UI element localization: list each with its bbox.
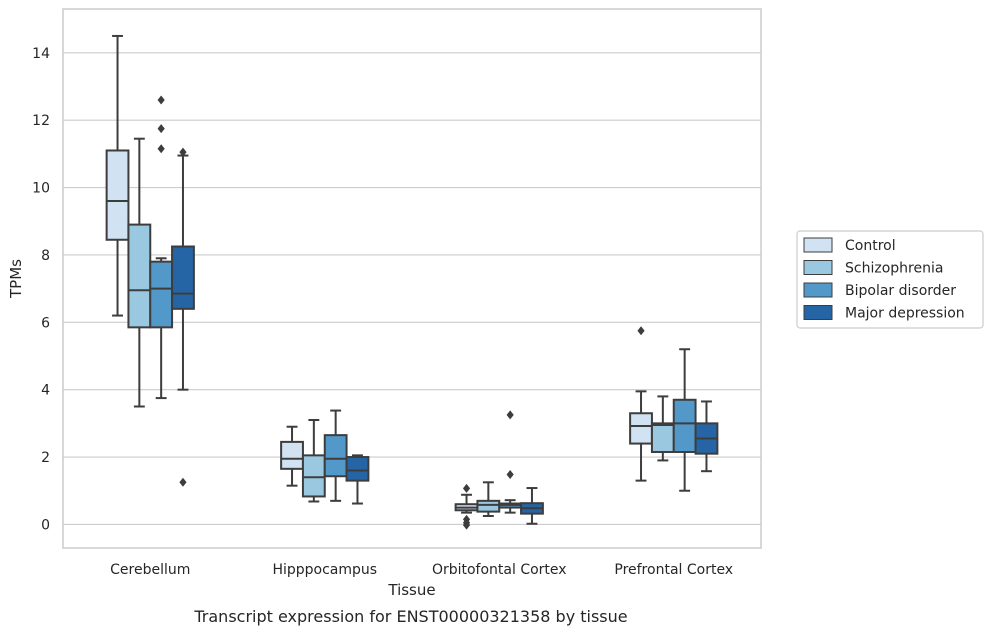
- x-tick-label-1: Hipppocampus: [272, 562, 377, 578]
- box-1-2: [323, 409, 348, 502]
- outlier-3: [462, 520, 471, 530]
- box-2-2: [498, 410, 523, 514]
- y-tick-label-6: 6: [41, 315, 50, 331]
- legend-item-1[interactable]: Schizophrenia: [803, 260, 943, 277]
- legend-swatch: [803, 282, 833, 298]
- box-1-1: [301, 418, 326, 503]
- legend-swatch: [803, 237, 833, 253]
- box-3-0: [629, 326, 653, 482]
- outlier-0: [462, 483, 471, 493]
- y-tick-label-8: 8: [41, 248, 50, 264]
- box-0-3: [171, 147, 195, 487]
- box-3-3: [694, 400, 719, 473]
- box-body: [105, 149, 130, 241]
- legend-swatch: [803, 260, 833, 275]
- outlier-0: [157, 95, 165, 105]
- legend-label: Schizophrenia: [845, 261, 943, 277]
- y-tick-label-2: 2: [41, 450, 50, 466]
- box-plot-marks: [105, 34, 719, 530]
- box-3-2: [672, 348, 697, 492]
- box-0-2: [149, 95, 174, 400]
- legend-item-0[interactable]: Control: [803, 237, 896, 254]
- box-body: [301, 454, 326, 498]
- legend[interactable]: Control Schizophrenia Bipolar disorder Majo…: [796, 230, 984, 329]
- box-body: [345, 456, 370, 482]
- box-1-3: [345, 454, 370, 505]
- box-3-1: [650, 395, 675, 462]
- legend-label: Control: [845, 238, 896, 254]
- legend-item-3[interactable]: Major depression: [803, 305, 965, 322]
- outlier-0: [179, 147, 187, 157]
- outlier-1: [179, 477, 187, 487]
- outlier-1: [506, 470, 514, 480]
- box-body: [476, 499, 501, 513]
- outlier-0: [637, 326, 645, 336]
- plot-frame: [62, 8, 762, 549]
- box-body: [629, 412, 653, 445]
- outlier-2: [157, 144, 165, 154]
- box-2-3: [520, 487, 544, 525]
- x-tick-label-3: Prefrontal Cortex: [614, 562, 733, 578]
- legend-label: Major depression: [845, 306, 965, 322]
- legend-frame: [796, 230, 984, 329]
- x-tick-label-0: Cerebellum: [110, 562, 190, 578]
- box-body: [323, 434, 348, 478]
- box-2-1: [476, 481, 501, 517]
- x-axis-title: Tissue: [387, 581, 435, 599]
- box-2-0: [454, 483, 479, 530]
- x-axis-ticks: Cerebellum Hipppocampus Orbitofontal Corte…: [110, 562, 733, 578]
- box-0-1: [127, 137, 152, 408]
- legend-swatch: [803, 305, 833, 320]
- box-body: [672, 398, 697, 453]
- box-body: [650, 422, 675, 453]
- box-body: [280, 440, 304, 470]
- box-0-0: [105, 34, 130, 317]
- legend-label: Bipolar disorder: [845, 283, 956, 299]
- y-tick-label-10: 10: [32, 181, 50, 197]
- box-1-0: [280, 425, 304, 487]
- y-tick-label-0: 0: [41, 517, 50, 533]
- y-tick-label-12: 12: [32, 113, 50, 129]
- y-axis-ticks: 0 2 4 6 8 10 12 14: [32, 46, 50, 534]
- x-tick-label-2: Orbitofontal Cortex: [432, 562, 567, 578]
- box-body: [149, 260, 174, 329]
- y-axis-title: TPMs: [7, 259, 25, 299]
- legend-item-2[interactable]: Bipolar disorder: [803, 282, 956, 299]
- outlier-1: [157, 124, 165, 134]
- box-body: [127, 223, 152, 329]
- y-tick-label-14: 14: [32, 46, 50, 62]
- outlier-0: [506, 410, 514, 420]
- box-body: [171, 245, 195, 310]
- figure-caption: Transcript expression for ENST0000032135…: [193, 607, 627, 626]
- y-tick-label-4: 4: [41, 383, 50, 399]
